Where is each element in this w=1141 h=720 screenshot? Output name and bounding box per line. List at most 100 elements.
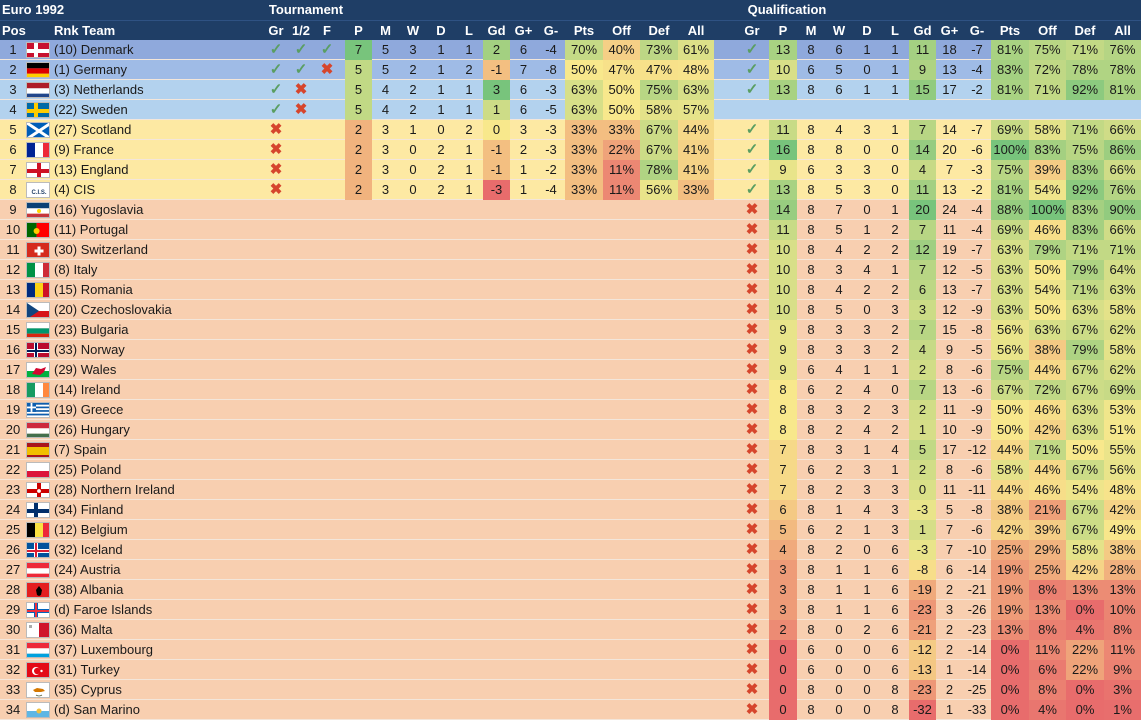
position-cell: 9 xyxy=(9,202,17,217)
rank-label: (32) xyxy=(54,542,78,557)
qualification-m-cell: 8 xyxy=(807,302,815,317)
qualification-p-cell: 0 xyxy=(769,660,797,680)
col-header-tournament-m: M xyxy=(380,23,391,38)
team-name: Portugal xyxy=(76,222,129,237)
qualification-p-cell: 0 xyxy=(769,640,797,660)
qualification-p-cell: 6 xyxy=(769,500,797,520)
denmark-flag-icon xyxy=(26,42,50,58)
qualification-gd-cell: 7 xyxy=(909,120,936,140)
qualification-gd-cell: 3 xyxy=(909,300,936,320)
team-name: Germany xyxy=(69,62,127,77)
rank-label: (9) xyxy=(54,142,70,157)
qualification-off-cell: 54% xyxy=(1029,280,1066,300)
qualification-off-cell: 75% xyxy=(1029,40,1066,60)
qualification-off-cell: 50% xyxy=(1029,260,1066,280)
qualification-l-cell: 0 xyxy=(891,162,899,177)
qualification-w-cell: 7 xyxy=(835,202,843,217)
qualification-all-cell: 1% xyxy=(1104,700,1141,720)
tournament-off-cell: 11% xyxy=(603,180,640,200)
qualification-off-cell: 63% xyxy=(1029,320,1066,340)
cyprus-flag-icon xyxy=(26,682,50,698)
table-row: 24 (34) Finland ✖ 6 8 1 4 3 -3 5 -8 38% 21% 67% 42% xyxy=(0,500,1141,520)
qualification-p-cell: 7 xyxy=(769,460,797,480)
spain-flag-icon xyxy=(26,442,50,458)
col-header-qualification-d: D xyxy=(862,23,872,38)
qualification-m-cell: 8 xyxy=(807,562,815,577)
semi-final-cross-icon: ✖ xyxy=(294,101,308,118)
qualification-p-cell: 13 xyxy=(769,40,797,60)
tournament-all-cell: 33% xyxy=(678,180,714,200)
qualification-l-cell: 1 xyxy=(891,262,899,277)
qualification-off-cell: 11% xyxy=(1029,640,1066,660)
team-name: Poland xyxy=(77,462,122,477)
qualification-pts-cell: 81% xyxy=(991,180,1029,200)
qualification-w-cell: 6 xyxy=(835,82,843,97)
tournament-d-cell: 2 xyxy=(437,182,445,197)
qualification-group-tick-icon: ✓ xyxy=(745,61,759,78)
tournament-def-cell: 56% xyxy=(640,180,678,200)
qualification-def-cell: 71% xyxy=(1066,120,1104,140)
table-row: 8 C.I.S. (4) CIS ✖ 2 3 0 2 1 -3 1 -4 33% 11% 56% 33% ✓ 13… xyxy=(0,180,1141,200)
qualification-group-cross-icon: ✖ xyxy=(745,561,759,578)
qualification-all-cell: 28% xyxy=(1104,560,1141,580)
qualification-def-cell: 67% xyxy=(1066,500,1104,520)
qualification-w-cell: 5 xyxy=(835,182,843,197)
qualification-off-cell: 71% xyxy=(1029,80,1066,100)
table-row: 13 (15) Romania ✖ 10 8 4 2 2 6 13 -7 63% 54% 71% 63% xyxy=(0,280,1141,300)
qualification-gm-cell: -2 xyxy=(971,82,983,97)
qualification-gd-cell: -23 xyxy=(909,600,936,620)
tournament-l-cell: 1 xyxy=(465,102,473,117)
qualification-group-cross-icon: ✖ xyxy=(745,261,759,278)
qualification-p-cell: 9 xyxy=(769,340,797,360)
qualification-l-cell: 1 xyxy=(891,202,899,217)
table-row: 19 (19) Greece ✖ 8 8 3 2 3 2 11 -9 50% 46% 63% 53% xyxy=(0,400,1141,420)
qualification-def-cell: 78% xyxy=(1066,60,1104,80)
qualification-gm-cell: -4 xyxy=(971,202,983,217)
team-cell: (36) Malta xyxy=(52,620,252,640)
qualification-off-cell: 39% xyxy=(1029,160,1066,180)
qualification-gd-cell: 7 xyxy=(909,260,936,280)
qualification-group-cross-icon: ✖ xyxy=(745,661,759,678)
tournament-d-cell: 1 xyxy=(437,102,445,117)
rank-label: (3) xyxy=(54,82,70,97)
qualification-off-cell: 83% xyxy=(1029,140,1066,160)
qualification-group-cross-icon: ✖ xyxy=(745,361,759,378)
qualification-m-cell: 8 xyxy=(807,502,815,517)
qualification-gp-cell: 13 xyxy=(942,62,957,77)
position-cell: 31 xyxy=(5,642,21,657)
qualification-d-cell: 1 xyxy=(863,82,871,97)
qualification-d-cell: 3 xyxy=(863,162,871,177)
qualification-gd-cell: -8 xyxy=(909,560,936,580)
team-name: Turkey xyxy=(77,662,120,677)
rank-label: (1) xyxy=(54,62,70,77)
tournament-gm-cell: -4 xyxy=(545,42,557,57)
qualification-l-cell: 3 xyxy=(891,302,899,317)
qualification-d-cell: 0 xyxy=(863,142,871,157)
qualification-w-cell: 2 xyxy=(835,482,843,497)
team-cell: (37) Luxembourg xyxy=(52,640,252,660)
qualification-gp-cell: 2 xyxy=(945,622,954,637)
col-header-qualification-l: L xyxy=(891,23,899,38)
tournament-gd-cell: -1 xyxy=(483,160,510,180)
team-cell: (1) Germany xyxy=(52,60,252,80)
table-row: 9 (16) Yugoslavia ✖ 14 8 7 0 1 20 24 -4 88% 100% 83% 9… xyxy=(0,200,1141,220)
team-cell: (9) France xyxy=(52,140,252,160)
tournament-off-cell: 40% xyxy=(603,40,640,60)
tournament-all-cell: 63% xyxy=(678,80,714,100)
rank-label: (20) xyxy=(54,302,78,317)
qualification-w-cell: 2 xyxy=(835,522,843,537)
tournament-gd-cell: -1 xyxy=(483,140,510,160)
qualification-gp-cell: 17 xyxy=(942,82,957,97)
col-header-tournament-sf: 1/2 xyxy=(291,23,311,38)
qualification-gm-cell: -8 xyxy=(971,502,983,517)
germany-flag-icon xyxy=(26,62,50,78)
table-row: 18 (14) Ireland ✖ 8 6 2 4 0 7 13 -6 67% 72% 67% 69% xyxy=(0,380,1141,400)
qualification-gd-cell: 7 xyxy=(909,220,936,240)
rank-label: (27) xyxy=(54,122,78,137)
qualification-all-cell: 3% xyxy=(1104,680,1141,700)
qualification-all-cell: 8% xyxy=(1104,620,1141,640)
tournament-gp-cell: 3 xyxy=(519,122,528,137)
position-cell: 17 xyxy=(5,362,21,377)
qualification-gd-cell: -21 xyxy=(909,620,936,640)
qualification-off-cell: 46% xyxy=(1029,220,1066,240)
